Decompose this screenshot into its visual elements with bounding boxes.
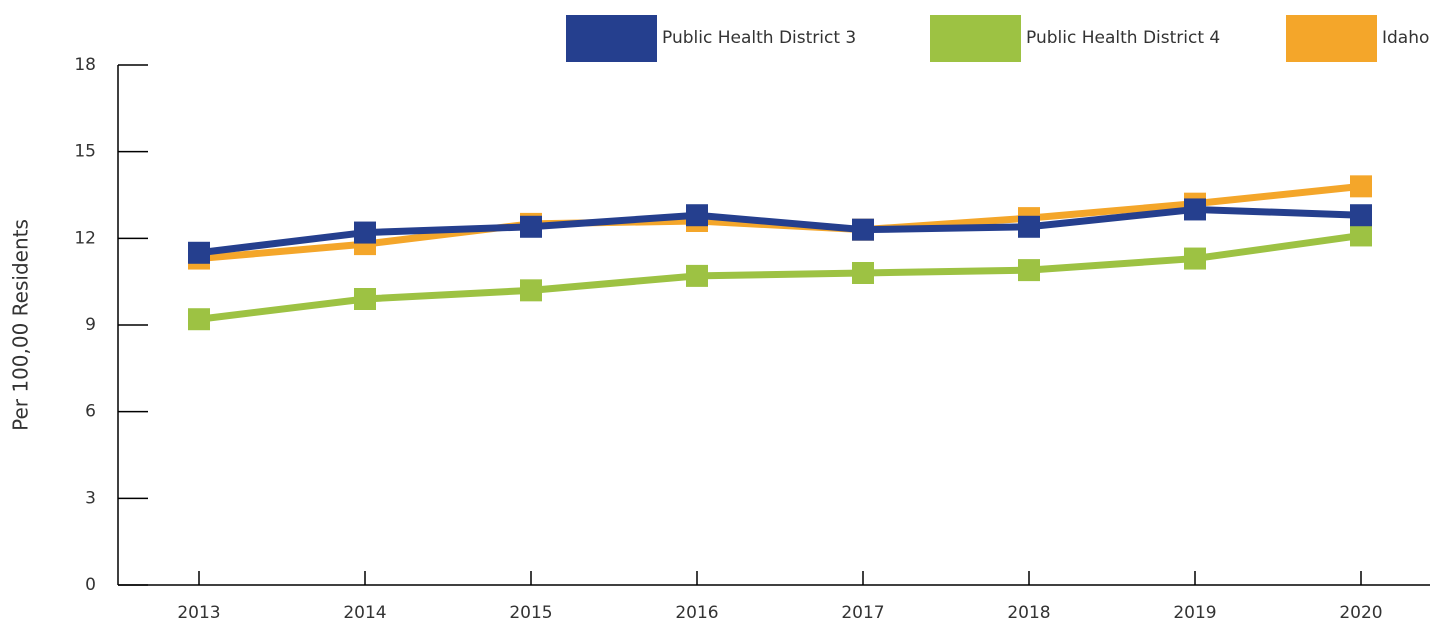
y-tick-label: 6 <box>85 402 96 422</box>
marker <box>354 288 376 310</box>
marker <box>1184 247 1206 270</box>
marker <box>1184 198 1206 221</box>
y-tick-label: 15 <box>74 142 96 162</box>
x-tick-label: 2015 <box>509 603 552 623</box>
line <box>198 231 1362 323</box>
marker <box>188 308 210 331</box>
x-tick-label: 2016 <box>675 603 718 623</box>
legend-label: Idaho <box>1382 28 1429 48</box>
x-tick-label: 2019 <box>1173 603 1216 623</box>
marker <box>852 262 874 284</box>
x-tick-label: 2018 <box>1007 603 1050 623</box>
marker <box>1350 204 1372 227</box>
legend-swatch <box>930 15 1021 62</box>
legend-swatch <box>566 15 657 62</box>
y-axis-label: Per 100,00 Residents <box>9 219 33 431</box>
marker <box>686 204 708 227</box>
marker <box>686 264 708 287</box>
marker <box>852 218 874 241</box>
legend-label: Public Health District 4 <box>1026 28 1220 48</box>
y-tick-label: 3 <box>85 488 96 508</box>
y-tick-label: 12 <box>74 228 96 248</box>
x-tick-label: 2013 <box>177 603 220 623</box>
marker <box>188 241 210 264</box>
legend-swatch <box>1286 15 1377 62</box>
line <box>198 205 1362 257</box>
marker <box>354 221 376 244</box>
y-tick-label: 18 <box>74 55 96 75</box>
legend-label: Public Health District 3 <box>662 28 856 48</box>
marker <box>520 215 542 238</box>
y-tick-label: 0 <box>85 575 96 595</box>
y-tick-label: 9 <box>85 315 96 335</box>
marker <box>520 279 542 302</box>
marker <box>1350 175 1372 198</box>
marker <box>1018 259 1040 282</box>
marker <box>1018 215 1040 238</box>
x-tick-label: 2017 <box>841 603 884 623</box>
marker <box>1350 224 1372 247</box>
x-tick-label: 2020 <box>1339 603 1382 623</box>
x-tick-label: 2014 <box>343 603 386 623</box>
